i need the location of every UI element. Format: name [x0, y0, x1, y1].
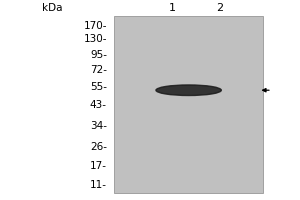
- Bar: [114, 16, 263, 193]
- Text: 34-: 34-: [90, 121, 107, 131]
- Text: 1: 1: [169, 3, 176, 13]
- Text: 17-: 17-: [90, 161, 107, 171]
- Ellipse shape: [156, 85, 221, 95]
- Text: 170-: 170-: [83, 21, 107, 31]
- Text: 2: 2: [216, 3, 224, 13]
- Text: 95-: 95-: [90, 50, 107, 60]
- Text: 43-: 43-: [90, 100, 107, 110]
- Text: 72-: 72-: [90, 65, 107, 75]
- Text: 11-: 11-: [90, 180, 107, 190]
- Text: 130-: 130-: [83, 34, 107, 44]
- Text: kDa: kDa: [42, 3, 62, 13]
- Text: 26-: 26-: [90, 142, 107, 152]
- Text: 55-: 55-: [90, 82, 107, 92]
